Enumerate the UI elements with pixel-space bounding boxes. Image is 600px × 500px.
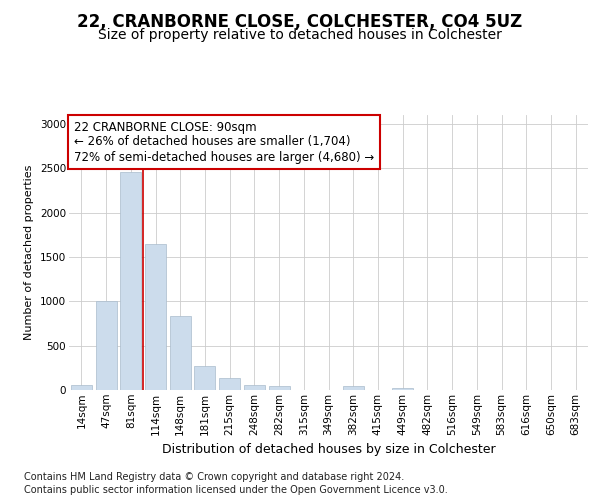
Bar: [71, 384, 92, 390]
Bar: [269, 386, 290, 390]
Bar: [120, 172, 141, 390]
Bar: [145, 244, 166, 390]
Text: Contains HM Land Registry data © Crown copyright and database right 2024.: Contains HM Land Registry data © Crown c…: [24, 472, 404, 482]
Text: Contains public sector information licensed under the Open Government Licence v3: Contains public sector information licen…: [24, 485, 448, 495]
Bar: [170, 316, 191, 390]
Text: Size of property relative to detached houses in Colchester: Size of property relative to detached ho…: [98, 28, 502, 42]
Text: 22 CRANBORNE CLOSE: 90sqm
← 26% of detached houses are smaller (1,704)
72% of se: 22 CRANBORNE CLOSE: 90sqm ← 26% of detac…: [74, 120, 374, 164]
Bar: [244, 385, 265, 390]
Bar: [219, 378, 240, 390]
Bar: [194, 366, 215, 390]
Bar: [95, 302, 116, 390]
Text: Distribution of detached houses by size in Colchester: Distribution of detached houses by size …: [162, 442, 496, 456]
Bar: [392, 388, 413, 390]
Text: 22, CRANBORNE CLOSE, COLCHESTER, CO4 5UZ: 22, CRANBORNE CLOSE, COLCHESTER, CO4 5UZ: [77, 12, 523, 30]
Bar: [343, 386, 364, 390]
Y-axis label: Number of detached properties: Number of detached properties: [25, 165, 34, 340]
